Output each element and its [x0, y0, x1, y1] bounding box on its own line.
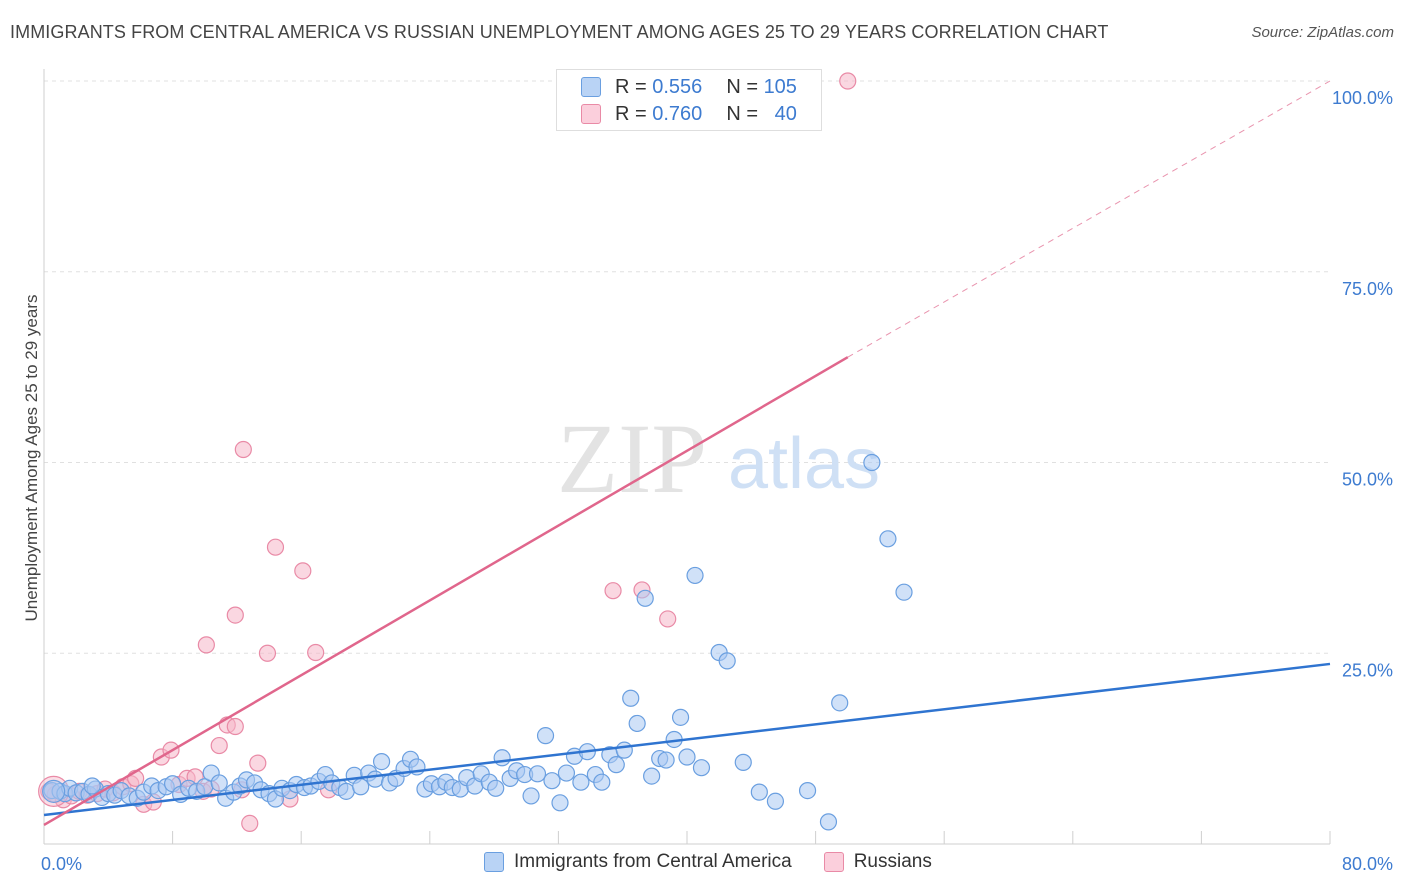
chart-title: IMMIGRANTS FROM CENTRAL AMERICA VS RUSSI… [10, 22, 1109, 42]
legend-n-label: N = [726, 75, 758, 98]
legend-n-label: N = [726, 102, 758, 125]
legend-r-value: 0.556 [652, 75, 703, 98]
russians-point [226, 717, 244, 736]
legend-r-label: R = [615, 102, 647, 125]
russians-point [604, 582, 622, 600]
russians-point [210, 736, 228, 755]
russians-point [197, 636, 215, 654]
russians-point [241, 814, 259, 832]
axes [43, 831, 1331, 844]
y-tick-label: 100.0% [1332, 88, 1393, 108]
immigrants-point [557, 764, 576, 782]
immigrants-point [622, 689, 640, 707]
legend-swatch-blue [581, 77, 601, 97]
immigrants-point [593, 773, 611, 791]
x-tick-label: 0.0% [41, 854, 82, 874]
immigrants-point [636, 589, 654, 607]
immigrants-point [819, 813, 838, 831]
russians-point [294, 562, 312, 580]
immigrants-point [766, 792, 785, 810]
y-tick-label: 25.0% [1342, 660, 1393, 680]
immigrants-point [798, 781, 817, 800]
legend-n-value: 40 [774, 102, 797, 125]
legend-n-value: 105 [763, 75, 797, 98]
source-credit: Source: ZipAtlas.com [1251, 24, 1394, 41]
legend-swatch-pink [823, 852, 844, 872]
immigrants-point [615, 741, 633, 759]
immigrants-point [671, 708, 690, 726]
immigrants-point [551, 794, 569, 812]
series-legend: Immigrants from Central America Russians [484, 851, 964, 873]
immigrants-point [493, 749, 511, 767]
immigrants-point [692, 759, 711, 777]
legend-label-immigrants: Immigrants from Central America [514, 851, 792, 872]
correlation-legend: R = 0.556 N = 105 R = 0.760 N = 40 [556, 69, 822, 131]
legend-r-value: 0.760 [652, 102, 703, 125]
immigrants-point [42, 779, 66, 803]
y-axis-title: Unemployment Among Ages 25 to 29 years [22, 295, 41, 622]
watermark: ZIP atlas [557, 403, 880, 514]
watermark-zip: ZIP [557, 403, 707, 514]
russians-point [226, 606, 244, 624]
immigrants-point [366, 770, 384, 788]
russians-trendline [43, 356, 849, 827]
immigrants-point [628, 714, 646, 733]
immigrants-point [337, 782, 355, 800]
russians-point [266, 538, 285, 556]
immigrants-point [572, 773, 590, 791]
immigrants-point [863, 453, 881, 472]
y-tick-label: 75.0% [1342, 279, 1393, 299]
immigrants-point [831, 694, 849, 712]
immigrants-point [528, 765, 547, 783]
immigrants-point [487, 779, 505, 797]
tick-labels: 25.0% 50.0% 75.0% 100.0% 0.0% 80.0% [41, 88, 1393, 874]
immigrants-points [42, 453, 913, 831]
immigrants-point [643, 767, 661, 785]
watermark-atlas: atlas [728, 424, 880, 504]
russians-point [234, 440, 252, 459]
immigrants-point [678, 748, 696, 766]
russians-trendline-extension [847, 80, 1331, 358]
immigrants-point [686, 566, 704, 585]
immigrants-point [536, 727, 555, 745]
legend-item-russians[interactable]: Russians [823, 851, 932, 873]
immigrants-point [522, 787, 540, 805]
immigrants-point [372, 752, 391, 771]
russians-point [839, 72, 857, 90]
immigrants-point [543, 772, 561, 790]
legend-label-russians: Russians [853, 851, 932, 872]
legend-r-label: R = [615, 75, 647, 98]
immigrants-point [734, 753, 752, 771]
immigrants-point [210, 774, 228, 792]
russians-point [258, 644, 277, 662]
immigrants-point [607, 756, 625, 774]
russians-point [249, 754, 267, 772]
immigrants-point [718, 652, 736, 670]
immigrants-point [879, 530, 897, 548]
russians-point [307, 643, 325, 662]
immigrants-trendline [43, 662, 1331, 817]
immigrants-point [750, 783, 768, 801]
legend-swatch-pink [581, 104, 601, 124]
legend-swatch-blue [484, 852, 504, 872]
legend-row-russians: R = 0.760 N = 40 [581, 101, 797, 127]
legend-row-immigrants: R = 0.556 N = 105 [581, 74, 797, 100]
immigrants-point [657, 751, 675, 769]
x-tick-label: 80.0% [1342, 854, 1393, 874]
immigrants-point [895, 583, 913, 601]
russians-point [659, 610, 677, 628]
y-tick-label: 50.0% [1342, 470, 1393, 490]
immigrants-point [83, 777, 101, 795]
trendlines [43, 80, 1331, 827]
legend-item-immigrants[interactable]: Immigrants from Central America [484, 851, 792, 873]
